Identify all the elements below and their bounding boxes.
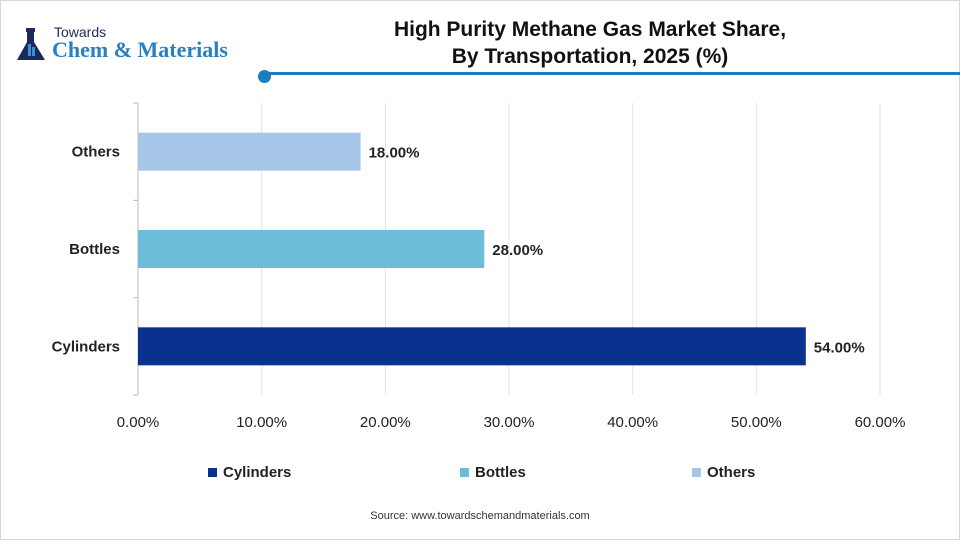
y-category-label: Cylinders bbox=[52, 338, 120, 355]
legend-item: Others bbox=[692, 464, 755, 481]
x-tick-label: 40.00% bbox=[607, 414, 658, 431]
bar-cylinders bbox=[138, 327, 806, 366]
x-tick-label: 50.00% bbox=[731, 414, 782, 431]
logo-line1: Towards bbox=[54, 24, 107, 40]
legend-label: Cylinders bbox=[223, 464, 292, 481]
x-tick-label: 0.00% bbox=[117, 414, 160, 431]
title-rule-dot bbox=[258, 70, 271, 83]
legend-swatch bbox=[208, 468, 217, 477]
data-label: 54.00% bbox=[814, 339, 865, 356]
bar-bottles bbox=[138, 230, 485, 268]
title-line1: High Purity Methane Gas Market Share, bbox=[393, 18, 787, 41]
legend-item: Bottles bbox=[460, 464, 526, 481]
data-label: 18.00% bbox=[369, 145, 420, 162]
title-rule bbox=[262, 72, 960, 75]
legend-label: Bottles bbox=[475, 464, 526, 481]
x-tick-label: 10.00% bbox=[236, 414, 287, 431]
y-category-label: Others bbox=[72, 144, 120, 161]
bar-others bbox=[138, 132, 361, 171]
chart-title: High Purity Methane Gas Market Share, By … bbox=[330, 16, 850, 70]
legend-swatch bbox=[460, 468, 469, 477]
logo: Towards Chem & Materials bbox=[16, 24, 256, 66]
x-tick-label: 20.00% bbox=[360, 414, 411, 431]
x-tick-label: 30.00% bbox=[484, 414, 535, 431]
logo-line2: Chem & Materials bbox=[52, 37, 228, 62]
legend-label: Others bbox=[707, 464, 756, 481]
legend-swatch bbox=[692, 468, 701, 477]
flask-icon bbox=[17, 28, 45, 60]
title-line2: By Transportation, 2025 (%) bbox=[451, 45, 729, 68]
legend-item: Cylinders bbox=[208, 464, 291, 481]
source-note: Source: www.towardschemandmaterials.com bbox=[370, 510, 590, 522]
y-category-label: Bottles bbox=[69, 241, 120, 258]
data-label: 28.00% bbox=[492, 242, 543, 259]
x-tick-label: 60.00% bbox=[855, 414, 906, 431]
